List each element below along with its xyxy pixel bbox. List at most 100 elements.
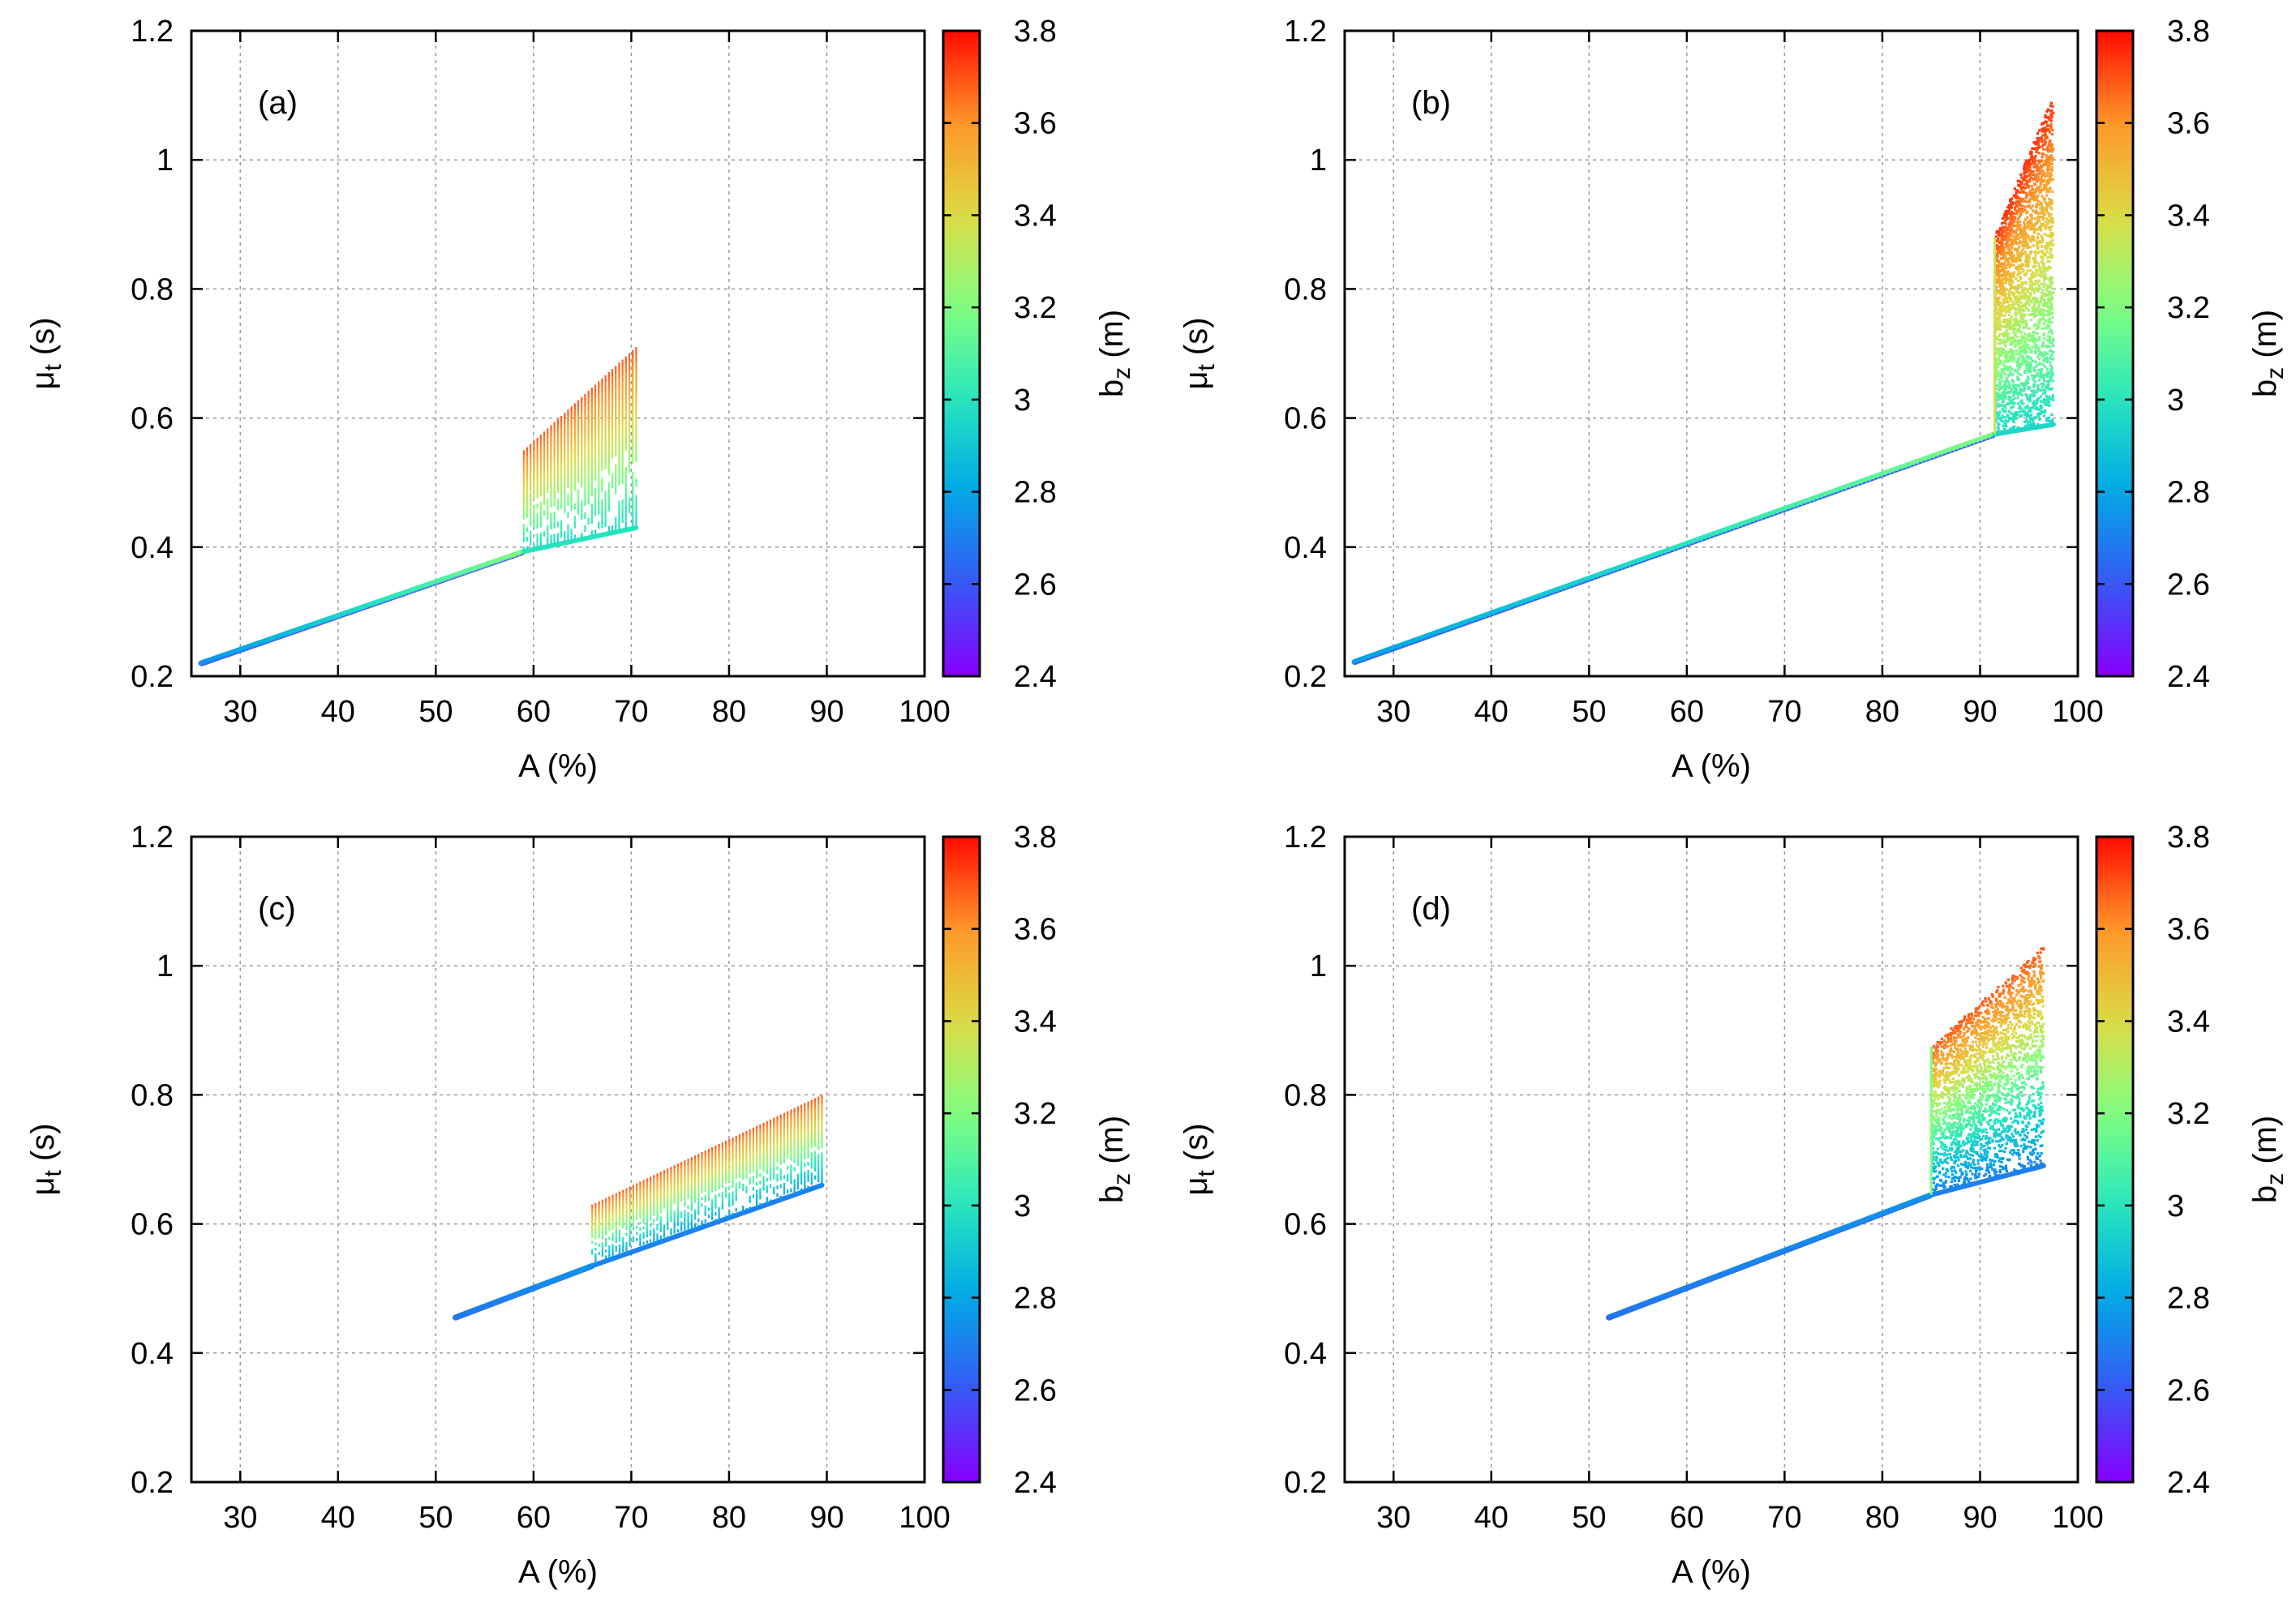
scatter-point [2050,366,2054,370]
scatter-point [2050,115,2054,118]
scatter-point [1997,326,2000,329]
scatter-point [2019,400,2023,403]
scatter-point [1996,229,1999,233]
colorbar-tick-label: 2.6 [2167,568,2210,602]
scatter-point [2049,203,2053,206]
scatter-point [1997,413,2000,417]
scatter-point [2049,363,2053,367]
scatter-point [2041,385,2045,388]
scatter-point [2032,383,2036,388]
scatter-point [2028,400,2032,403]
scatter-point [2015,265,2018,269]
scatter-point [2037,353,2041,356]
scatter-point [2041,212,2045,215]
x-tick-label: 100 [899,695,950,729]
scatter-point [2023,406,2027,409]
scatter-point [2032,401,2036,404]
scatter-point [2006,216,2010,220]
scatter-point [1996,323,1999,327]
scatter-point [2024,264,2028,267]
scatter-point [2019,382,2023,385]
scatter-point [2050,169,2054,173]
scatter-point [2049,119,2053,122]
scatter-point [2004,294,2007,298]
scatter-point [2032,244,2035,247]
scatter-point [2006,356,2009,359]
scatter-point [2049,149,2052,153]
scatter-point [2041,223,2045,226]
scatter-point [2029,364,2032,367]
scatter-point [2026,398,2029,401]
scatter-point [2021,249,2024,252]
scatter-point [2002,349,2005,352]
scatter-point [2033,370,2036,373]
scatter-point [2023,281,2026,285]
scatter-point [2043,276,2046,280]
scatter-point [2004,298,2007,301]
scatter-point [2031,345,2034,349]
scatter-point [2039,372,2042,375]
colorbar-tick-label: 3.2 [1014,291,1057,325]
scatter-point [2004,406,2007,409]
scatter-point [2046,256,2049,259]
scatter-point [2016,375,2019,379]
scatter-point [1996,328,1999,331]
scatter-point [2047,161,2050,164]
scatter-point [2035,178,2038,181]
scatter-point [2015,191,2018,195]
scatter-point [2039,400,2043,403]
scatter-point [2043,401,2046,405]
scatter-point [2019,191,2022,195]
scatter-point [2041,373,2044,376]
scatter-point [2008,371,2012,375]
scatter-point [2005,305,2008,308]
scatter-point [2042,374,2045,377]
scatter-point [2043,233,2046,236]
scatter-point [2017,266,2020,269]
scatter-point [2023,321,2026,324]
scatter-point [2046,397,2049,401]
scatter-point [1998,270,2002,273]
scatter-point [2027,371,2031,374]
scatter-point [2025,272,2028,275]
scatter-point [1997,417,2000,420]
scatter-point [2015,328,2019,332]
scatter-point [2047,324,2051,328]
scatter-point [2006,323,2010,328]
scatter-point [2010,279,2013,282]
scatter-point [2051,217,2054,221]
scatter-point [2050,298,2054,302]
scatter-point [2007,327,2011,330]
scatter-point [2003,352,2006,355]
scatter-point [2050,200,2054,204]
scatter-point [2018,407,2021,410]
scatter-point [2025,163,2028,166]
scatter-point [2022,178,2025,182]
scatter-point [1995,336,1998,340]
scatter-point [2028,252,2032,255]
scatter-point [2045,251,2049,254]
scatter-point [2015,364,2019,367]
scatter-point [2023,218,2028,221]
scatter-point [2018,405,2022,408]
scatter-point [2027,245,2030,248]
scatter-point [2023,371,2027,374]
scatter-point [2015,224,2019,227]
scatter-point [2039,212,2042,215]
scatter-point [2001,404,2004,407]
y-tick-label: 0.8 [131,272,174,306]
scatter-point [2010,246,2014,250]
scatter-point [2041,363,2045,366]
scatter-point [2050,332,2054,335]
scatter-point [2033,291,2036,294]
scatter-point [2024,392,2028,396]
scatter-point [2038,358,2041,361]
scatter-point [2034,313,2037,316]
scatter-point [2023,168,2027,172]
scatter-point [2017,279,2020,282]
scatter-point [2050,311,2054,315]
scatter-point [2019,173,2023,176]
scatter-point [2019,338,2023,341]
scatter-point [2008,371,2012,374]
scatter-point [2044,357,2047,360]
